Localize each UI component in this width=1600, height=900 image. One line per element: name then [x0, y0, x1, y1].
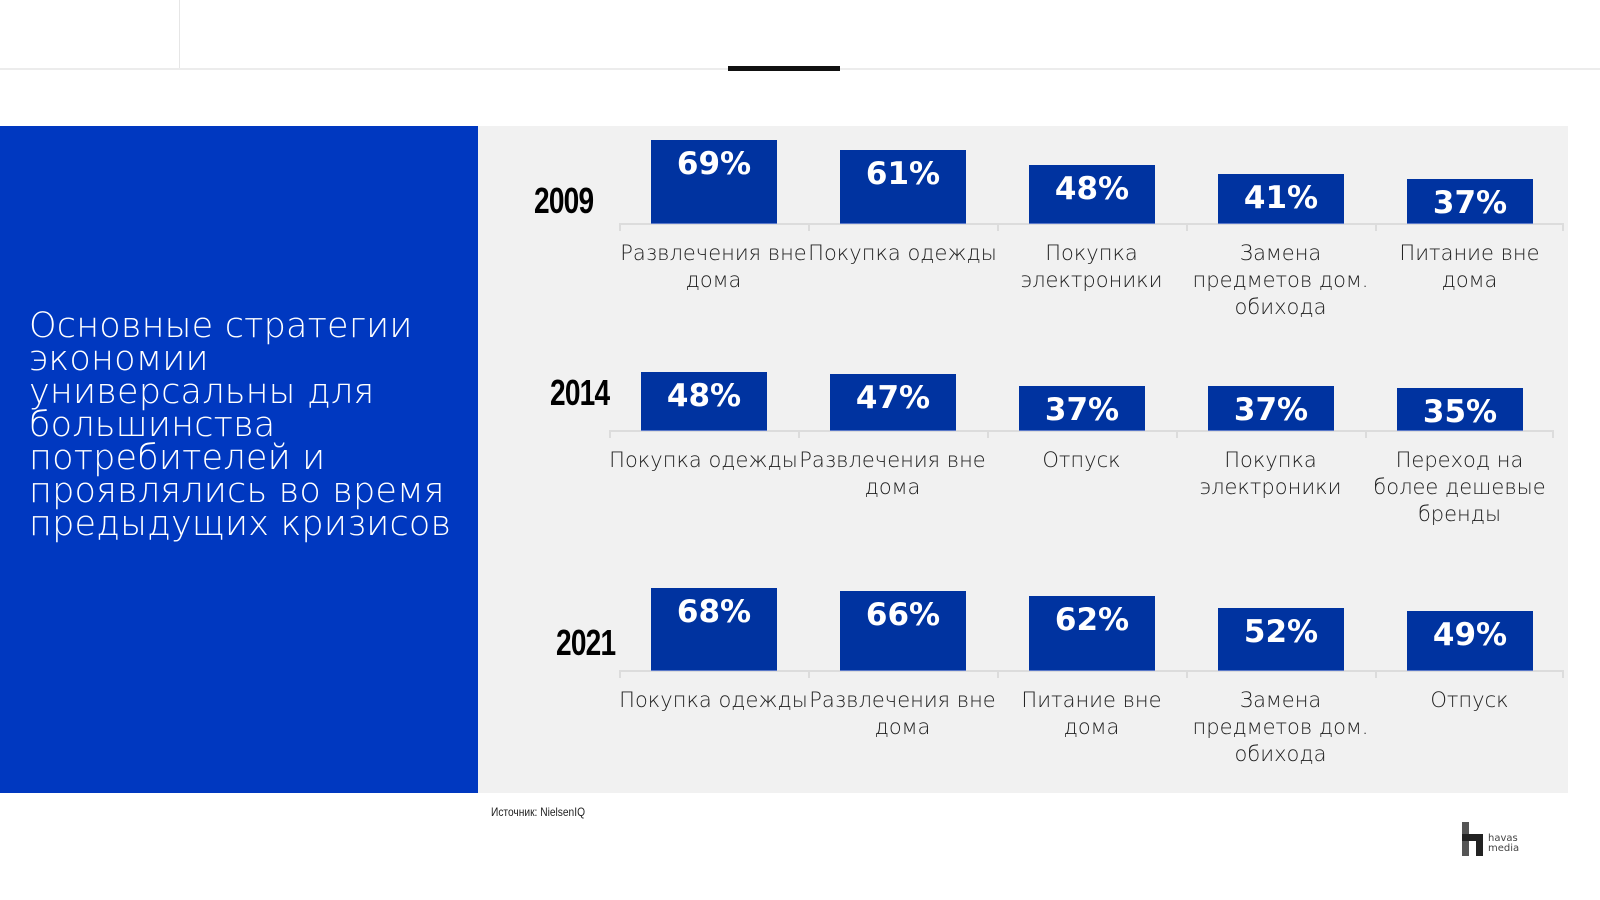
bar: 62% [1029, 596, 1155, 670]
havas-media-logo: havas media [1462, 822, 1532, 858]
logo-text-line2: media [1488, 843, 1520, 854]
source-note: Источник: NielsenIQ [491, 805, 586, 819]
active-tab-indicator [728, 66, 840, 71]
category-label: Развлечения вне дома [799, 448, 986, 499]
category-label: Замена предметов дом. обихода [1192, 241, 1369, 319]
bar: 35% [1397, 388, 1523, 430]
axis-tick [619, 223, 621, 231]
bar-value-label: 37% [1432, 185, 1508, 221]
year-label-2014: 2014 [550, 372, 610, 413]
bar: 49% [1407, 611, 1533, 670]
axis-tick [997, 670, 999, 678]
axis-tick [987, 430, 989, 438]
logo-mark-arch [1462, 834, 1482, 841]
axis-tick [808, 670, 810, 678]
bar: 41% [1218, 174, 1344, 223]
bar: 48% [641, 372, 767, 430]
bar-value-label: 37% [1044, 392, 1120, 428]
chart-panel [478, 126, 1568, 793]
axis-tick [798, 430, 800, 438]
category-label: Питание вне дома [1399, 241, 1540, 292]
axis-tick [808, 223, 810, 231]
bar: 47% [830, 374, 956, 430]
axis-line [619, 223, 1564, 225]
category-label: Покупка одежды [619, 688, 808, 712]
bar-value-label: 66% [865, 597, 941, 633]
bar: 69% [651, 140, 777, 223]
axis-tick [1552, 430, 1554, 438]
bar: 68% [651, 588, 777, 670]
category-label: Развлечения вне дома [809, 688, 996, 739]
slide-title: Основные стратегии экономии универсальны… [29, 306, 452, 544]
bar-value-label: 68% [676, 594, 752, 630]
bar-value-label: 52% [1243, 614, 1319, 650]
axis-tick [1186, 670, 1188, 678]
axis-tick [1365, 430, 1367, 438]
bar: 37% [1019, 386, 1145, 430]
bar-value-label: 37% [1233, 392, 1309, 428]
bar-value-label: 41% [1243, 180, 1319, 216]
bar: 52% [1218, 608, 1344, 670]
axis-tick [1176, 430, 1178, 438]
category-label: Развлечения вне дома [620, 241, 807, 292]
bar-value-label: 49% [1432, 617, 1508, 653]
category-label: Покупка одежды [808, 241, 997, 265]
category-label: Покупка одежды [609, 448, 798, 472]
header-divider-vertical [179, 0, 180, 69]
bar-value-label: 48% [1054, 171, 1130, 207]
bar: 48% [1029, 165, 1155, 223]
bar-value-label: 48% [666, 378, 742, 414]
bar-value-label: 35% [1422, 394, 1498, 430]
category-label: Отпуск [1042, 448, 1121, 472]
year-label-2021: 2021 [556, 622, 616, 663]
bar-value-label: 62% [1054, 602, 1130, 638]
axis-tick [1375, 223, 1377, 231]
bar: 37% [1407, 179, 1533, 223]
category-label: Покупка электроники [1020, 241, 1163, 292]
axis-tick [1375, 670, 1377, 678]
category-label: Замена предметов дом. обихода [1192, 688, 1369, 766]
bar: 61% [840, 150, 966, 223]
bar-value-label: 61% [865, 156, 941, 192]
bar: 37% [1208, 386, 1334, 430]
year-label-2009: 2009 [534, 180, 594, 221]
logo-mark-leg [1476, 834, 1483, 856]
bar-value-label: 47% [855, 380, 931, 416]
axis-tick [1186, 223, 1188, 231]
bar-value-label: 69% [676, 146, 752, 182]
category-label: Переход на более дешевые бренды [1373, 448, 1546, 526]
axis-line [619, 670, 1564, 672]
axis-tick [1562, 223, 1564, 231]
bar: 66% [840, 591, 966, 670]
logo-text: havas media [1488, 834, 1519, 854]
axis-tick [619, 670, 621, 678]
category-label: Отпуск [1430, 688, 1509, 712]
category-label: Покупка электроники [1199, 448, 1342, 499]
category-label: Питание вне дома [1021, 688, 1162, 739]
axis-tick [997, 223, 999, 231]
logo-text-line1: havas [1488, 833, 1518, 844]
axis-tick [609, 430, 611, 438]
axis-line [609, 430, 1554, 432]
title-panel [0, 126, 478, 793]
axis-tick [1562, 670, 1564, 678]
